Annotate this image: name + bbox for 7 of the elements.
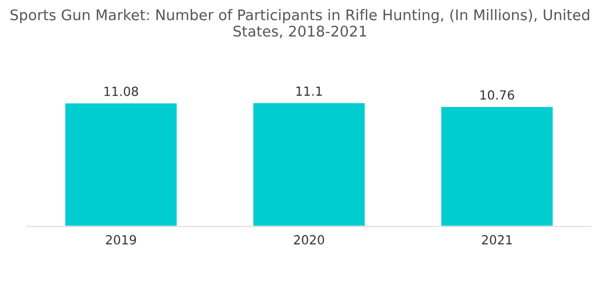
data-label: 10.76 <box>480 90 514 100</box>
data-label: 11.08 <box>104 86 138 96</box>
x-tick-label: 2019 <box>106 235 136 245</box>
chart-title: Sports Gun Market: Number of Participants in Rifle Hunting, (In Millions), United States, 2018-2021 <box>10 9 590 38</box>
x-tick-label: 2021 <box>482 235 512 245</box>
x-tick-label: 2020 <box>294 235 324 245</box>
data-label: 11.1 <box>296 86 322 96</box>
